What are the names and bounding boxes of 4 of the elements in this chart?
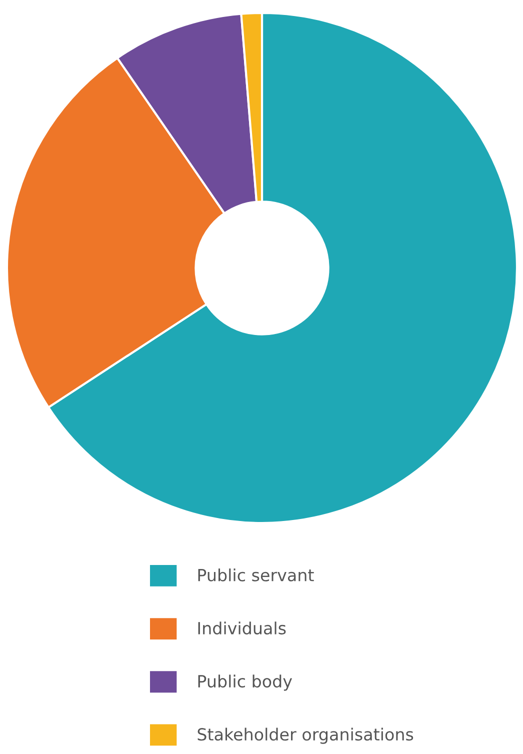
legend-label: Public body xyxy=(198,674,292,691)
legend-label: Stakeholder organisations xyxy=(198,728,414,744)
legend-label: Public servant xyxy=(198,568,314,582)
legend-label: Individuals xyxy=(198,622,286,634)
